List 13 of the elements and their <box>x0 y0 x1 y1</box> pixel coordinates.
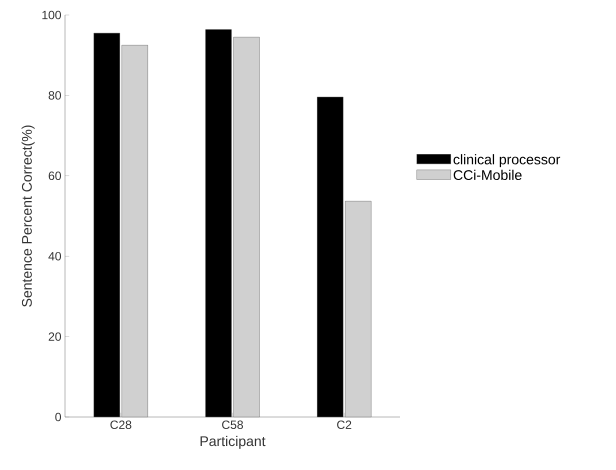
y-tick-label: 40 <box>48 252 62 260</box>
y-tick-label: 0 <box>55 412 62 422</box>
legend-label: clinical processor <box>454 154 560 168</box>
y-tick-label: 20 <box>48 332 62 341</box>
x-tick-label: C58 <box>222 420 243 430</box>
x-tick-label: C28 <box>110 420 132 430</box>
x-tick-label: C2 <box>337 420 352 430</box>
legend-label: CCi-Mobile <box>454 170 522 180</box>
x-axis-title: Participant <box>200 436 266 449</box>
y-tick-label: 60 <box>48 172 62 180</box>
y-tick-label: 100 <box>42 10 62 20</box>
y-tick-label: 80 <box>48 91 62 100</box>
y-axis-title: Sentence Percent Correct(%) <box>22 125 35 307</box>
